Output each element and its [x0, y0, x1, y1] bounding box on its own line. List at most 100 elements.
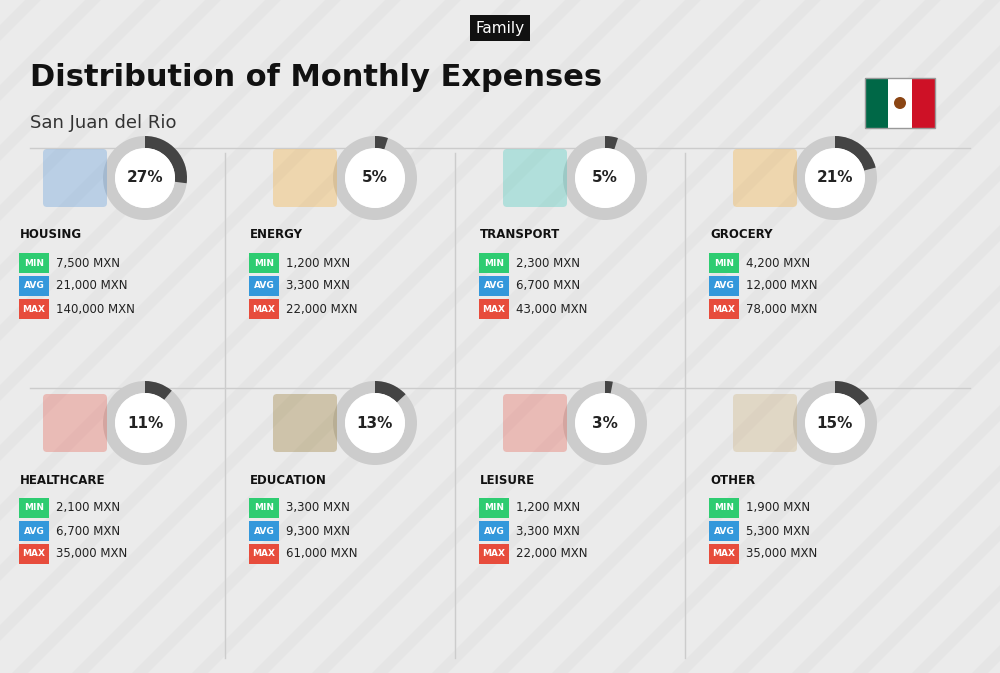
- Text: 11%: 11%: [127, 415, 163, 431]
- Text: 3%: 3%: [592, 415, 618, 431]
- Wedge shape: [835, 136, 876, 170]
- Wedge shape: [103, 136, 187, 220]
- Text: 5,300 MXN: 5,300 MXN: [746, 524, 810, 538]
- FancyBboxPatch shape: [19, 521, 49, 541]
- Circle shape: [575, 148, 635, 208]
- Text: 5%: 5%: [592, 170, 618, 186]
- Text: MAX: MAX: [482, 304, 505, 314]
- Wedge shape: [563, 136, 647, 220]
- FancyBboxPatch shape: [709, 521, 739, 541]
- Text: 1,200 MXN: 1,200 MXN: [516, 501, 580, 514]
- Text: 27%: 27%: [127, 170, 163, 186]
- FancyBboxPatch shape: [912, 78, 935, 128]
- Text: AVG: AVG: [24, 281, 44, 291]
- FancyBboxPatch shape: [479, 299, 509, 319]
- FancyBboxPatch shape: [249, 276, 279, 296]
- Text: OTHER: OTHER: [710, 474, 755, 487]
- FancyBboxPatch shape: [249, 521, 279, 541]
- Text: 61,000 MXN: 61,000 MXN: [286, 548, 358, 561]
- Circle shape: [115, 148, 175, 208]
- Text: San Juan del Rio: San Juan del Rio: [30, 114, 176, 132]
- Wedge shape: [605, 136, 618, 149]
- Wedge shape: [145, 136, 187, 183]
- FancyBboxPatch shape: [249, 498, 279, 518]
- FancyBboxPatch shape: [503, 149, 567, 207]
- Text: MIN: MIN: [714, 258, 734, 267]
- Text: AVG: AVG: [484, 281, 504, 291]
- FancyBboxPatch shape: [19, 299, 49, 319]
- Text: TRANSPORT: TRANSPORT: [480, 229, 560, 242]
- FancyBboxPatch shape: [273, 149, 337, 207]
- Text: MIN: MIN: [254, 503, 274, 513]
- Text: 3,300 MXN: 3,300 MXN: [516, 524, 580, 538]
- Text: 6,700 MXN: 6,700 MXN: [516, 279, 580, 293]
- FancyBboxPatch shape: [709, 544, 739, 564]
- FancyBboxPatch shape: [249, 253, 279, 273]
- Text: GROCERY: GROCERY: [710, 229, 772, 242]
- FancyBboxPatch shape: [479, 276, 509, 296]
- Wedge shape: [375, 381, 406, 402]
- Wedge shape: [605, 381, 613, 394]
- FancyBboxPatch shape: [273, 394, 337, 452]
- Text: 22,000 MXN: 22,000 MXN: [516, 548, 588, 561]
- Text: 6,700 MXN: 6,700 MXN: [56, 524, 120, 538]
- Text: MIN: MIN: [484, 503, 504, 513]
- Wedge shape: [103, 381, 187, 465]
- Text: MAX: MAX: [23, 549, 46, 559]
- Text: Family: Family: [475, 20, 525, 36]
- FancyBboxPatch shape: [709, 253, 739, 273]
- Text: 35,000 MXN: 35,000 MXN: [56, 548, 127, 561]
- Text: 12,000 MXN: 12,000 MXN: [746, 279, 818, 293]
- Text: 9,300 MXN: 9,300 MXN: [286, 524, 350, 538]
- Text: 35,000 MXN: 35,000 MXN: [746, 548, 817, 561]
- FancyBboxPatch shape: [888, 78, 912, 128]
- Wedge shape: [333, 136, 417, 220]
- Text: 3,300 MXN: 3,300 MXN: [286, 501, 350, 514]
- FancyBboxPatch shape: [19, 253, 49, 273]
- Wedge shape: [835, 381, 869, 405]
- Text: ENERGY: ENERGY: [250, 229, 303, 242]
- Text: 4,200 MXN: 4,200 MXN: [746, 256, 810, 269]
- Text: 21,000 MXN: 21,000 MXN: [56, 279, 128, 293]
- Text: HEALTHCARE: HEALTHCARE: [20, 474, 106, 487]
- FancyBboxPatch shape: [43, 394, 107, 452]
- Text: 22,000 MXN: 22,000 MXN: [286, 302, 358, 316]
- FancyBboxPatch shape: [503, 394, 567, 452]
- FancyBboxPatch shape: [19, 276, 49, 296]
- FancyBboxPatch shape: [479, 521, 509, 541]
- Wedge shape: [793, 136, 877, 220]
- FancyBboxPatch shape: [479, 253, 509, 273]
- Text: MAX: MAX: [482, 549, 505, 559]
- Text: 2,100 MXN: 2,100 MXN: [56, 501, 120, 514]
- Text: MAX: MAX: [252, 304, 276, 314]
- Text: MIN: MIN: [254, 258, 274, 267]
- Text: AVG: AVG: [714, 526, 734, 536]
- Circle shape: [894, 97, 906, 109]
- FancyBboxPatch shape: [479, 498, 509, 518]
- FancyBboxPatch shape: [709, 498, 739, 518]
- Text: AVG: AVG: [254, 526, 274, 536]
- FancyBboxPatch shape: [19, 498, 49, 518]
- Wedge shape: [793, 381, 877, 465]
- FancyBboxPatch shape: [865, 78, 888, 128]
- Text: 3,300 MXN: 3,300 MXN: [286, 279, 350, 293]
- Wedge shape: [145, 381, 172, 400]
- FancyBboxPatch shape: [733, 394, 797, 452]
- FancyBboxPatch shape: [709, 276, 739, 296]
- Text: 7,500 MXN: 7,500 MXN: [56, 256, 120, 269]
- Text: 1,900 MXN: 1,900 MXN: [746, 501, 810, 514]
- FancyBboxPatch shape: [19, 544, 49, 564]
- Text: AVG: AVG: [24, 526, 44, 536]
- Text: MAX: MAX: [712, 304, 735, 314]
- FancyBboxPatch shape: [709, 299, 739, 319]
- Text: 13%: 13%: [357, 415, 393, 431]
- Text: 43,000 MXN: 43,000 MXN: [516, 302, 587, 316]
- Circle shape: [805, 393, 865, 453]
- FancyBboxPatch shape: [249, 299, 279, 319]
- Text: MAX: MAX: [252, 549, 276, 559]
- Text: 5%: 5%: [362, 170, 388, 186]
- Text: MAX: MAX: [23, 304, 46, 314]
- Text: 1,200 MXN: 1,200 MXN: [286, 256, 350, 269]
- Circle shape: [575, 393, 635, 453]
- Text: AVG: AVG: [714, 281, 734, 291]
